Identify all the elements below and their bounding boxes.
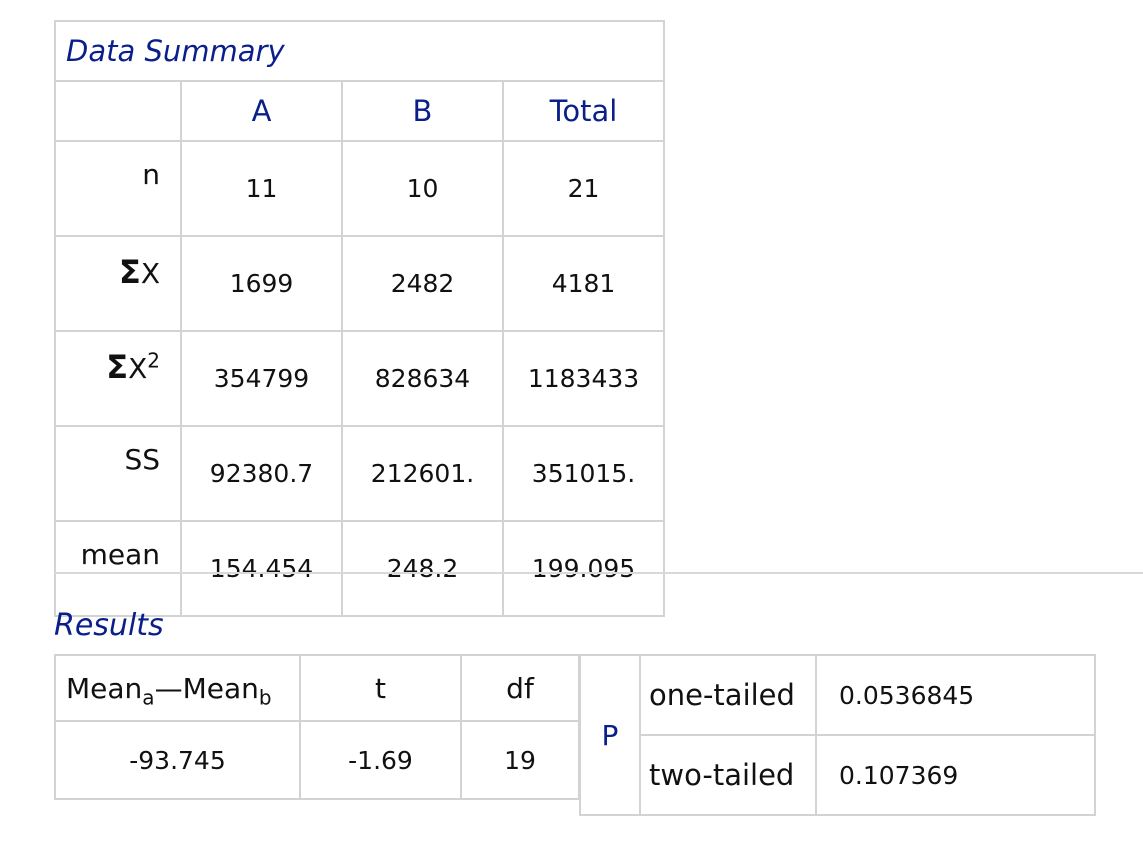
one-tailed-row: P one-tailed 0.0536845 xyxy=(579,654,1096,816)
sum-x-label: X xyxy=(140,257,160,290)
data-summary-table: Data Summary A B Total n 11 10 21 ΣX 169… xyxy=(54,20,665,617)
n-a-value: 11 xyxy=(180,140,343,237)
mean-difference-value: -93.745 xyxy=(54,720,301,800)
subscript-a: a xyxy=(142,685,155,710)
column-header-b: B xyxy=(341,80,504,142)
two-tailed-value: 0.107369 xyxy=(815,734,1096,816)
results-value-row: -93.745 -1.69 19 xyxy=(54,720,580,800)
section-divider xyxy=(54,572,1143,574)
sigma-symbol: Σ xyxy=(106,348,129,386)
data-summary-title: Data Summary xyxy=(54,20,665,82)
ss-b-value: 212601. xyxy=(341,425,504,522)
table-row: SS 92380.7 212601. 351015. xyxy=(54,425,665,522)
p-label: P xyxy=(579,654,641,816)
mean-difference-header: Meana—Meanb xyxy=(54,654,301,722)
summary-header-row: A B Total xyxy=(54,80,665,142)
row-label-sum-x: ΣX xyxy=(54,235,182,332)
sum-x2-b-value: 828634 xyxy=(341,330,504,427)
n-total-value: 21 xyxy=(502,140,665,237)
row-label-n: n xyxy=(54,140,182,237)
sum-x-total-value: 4181 xyxy=(502,235,665,332)
row-label-ss: SS xyxy=(54,425,182,522)
one-tailed-label: one-tailed xyxy=(639,654,817,736)
t-header: t xyxy=(299,654,462,722)
sum-x2-label: X xyxy=(128,352,148,385)
exponent: 2 xyxy=(147,348,160,373)
table-row: n 11 10 21 xyxy=(54,140,665,237)
df-header: df xyxy=(460,654,580,722)
table-row: ΣX 1699 2482 4181 xyxy=(54,235,665,332)
two-tailed-label: two-tailed xyxy=(639,734,817,816)
ss-total-value: 351015. xyxy=(502,425,665,522)
mean-total-value: 199.095 xyxy=(502,520,665,617)
mean-b-value: 248.2 xyxy=(341,520,504,617)
row-label-sum-x-squared: ΣX2 xyxy=(54,330,182,427)
ss-a-value: 92380.7 xyxy=(180,425,343,522)
mean-a-value: 154.454 xyxy=(180,520,343,617)
mean-a-text: Mean xyxy=(66,671,143,705)
p-value-table: P one-tailed 0.0536845 two-tailed 0.1073… xyxy=(579,654,1096,816)
results-header-row: Meana—Meanb t df xyxy=(54,654,580,722)
mean-b-text: Mean xyxy=(182,671,259,705)
column-header-total: Total xyxy=(502,80,665,142)
df-value: 19 xyxy=(460,720,580,800)
dash-text: — xyxy=(154,671,183,705)
sigma-symbol: Σ xyxy=(118,253,141,291)
sum-x2-total-value: 1183433 xyxy=(502,330,665,427)
subscript-b: b xyxy=(258,685,272,710)
table-row: ΣX2 354799 828634 1183433 xyxy=(54,330,665,427)
n-b-value: 10 xyxy=(341,140,504,237)
sum-x-a-value: 1699 xyxy=(180,235,343,332)
table-row: mean 154.454 248.2 199.095 xyxy=(54,520,665,617)
sum-x-b-value: 2482 xyxy=(341,235,504,332)
results-title: Results xyxy=(54,608,164,643)
two-tailed-row: two-tailed 0.107369 xyxy=(580,734,1096,816)
summary-corner-cell xyxy=(54,80,182,142)
column-header-a: A xyxy=(180,80,343,142)
sum-x2-a-value: 354799 xyxy=(180,330,343,427)
row-label-mean: mean xyxy=(54,520,182,617)
one-tailed-value: 0.0536845 xyxy=(815,654,1096,736)
results-stats-table: Meana—Meanb t df -93.745 -1.69 19 xyxy=(54,654,580,800)
t-value: -1.69 xyxy=(299,720,462,800)
